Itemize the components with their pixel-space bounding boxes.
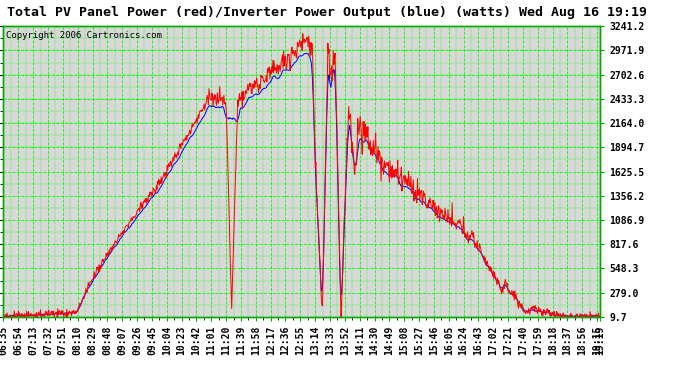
Text: Total PV Panel Power (red)/Inverter Power Output (blue) (watts) Wed Aug 16 19:19: Total PV Panel Power (red)/Inverter Powe… (7, 6, 647, 19)
Text: Copyright 2006 Cartronics.com: Copyright 2006 Cartronics.com (6, 31, 162, 40)
